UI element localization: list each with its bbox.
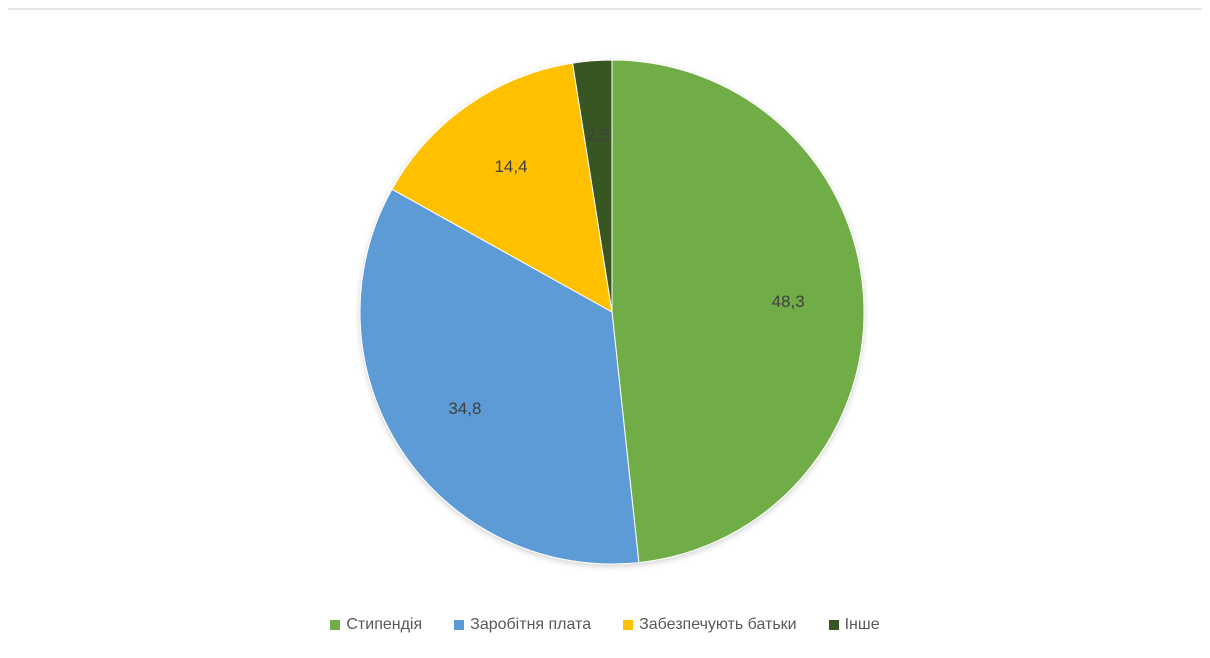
data-label-4: 2,5 bbox=[586, 126, 610, 145]
data-label-2: 34,8 bbox=[448, 399, 481, 418]
chart-area: 48,3 34,8 14,4 2,5 Стипендія Заробітня плат… bbox=[8, 8, 1202, 650]
pie-slice-3 bbox=[391, 62, 613, 313]
legend-swatch bbox=[828, 620, 839, 630]
legend-label: Заробітня плата bbox=[470, 616, 592, 633]
legend-label: Стипендія bbox=[346, 616, 423, 633]
legend-item-stypendiia: Стипендія bbox=[330, 616, 422, 634]
legend-item-zabezpechuiut-batky: Забезпечують батьки bbox=[623, 616, 797, 634]
pie-slices bbox=[359, 59, 865, 565]
legend-item-inshe: Інше bbox=[828, 616, 880, 634]
pie-slice-1 bbox=[611, 59, 865, 564]
pie-slice-4 bbox=[572, 59, 613, 313]
pie-data-labels: 48,3 34,8 14,4 2,5 bbox=[448, 126, 804, 418]
legend-label: Забезпечують батьки bbox=[639, 616, 797, 633]
legend-swatch bbox=[623, 620, 634, 630]
legend-label: Інше bbox=[844, 616, 880, 633]
data-label-3: 14,4 bbox=[494, 157, 527, 176]
legend: Стипендія Заробітня плата Забезпечують б… bbox=[8, 616, 1202, 634]
data-label-1: 48,3 bbox=[772, 292, 805, 311]
legend-swatch bbox=[454, 620, 465, 630]
legend-item-zarobitnia-plata: Заробітня плата bbox=[454, 616, 591, 634]
legend-swatch bbox=[330, 620, 341, 630]
pie-chart: 48,3 34,8 14,4 2,5 bbox=[359, 59, 865, 565]
pie-slice-2 bbox=[359, 188, 640, 565]
